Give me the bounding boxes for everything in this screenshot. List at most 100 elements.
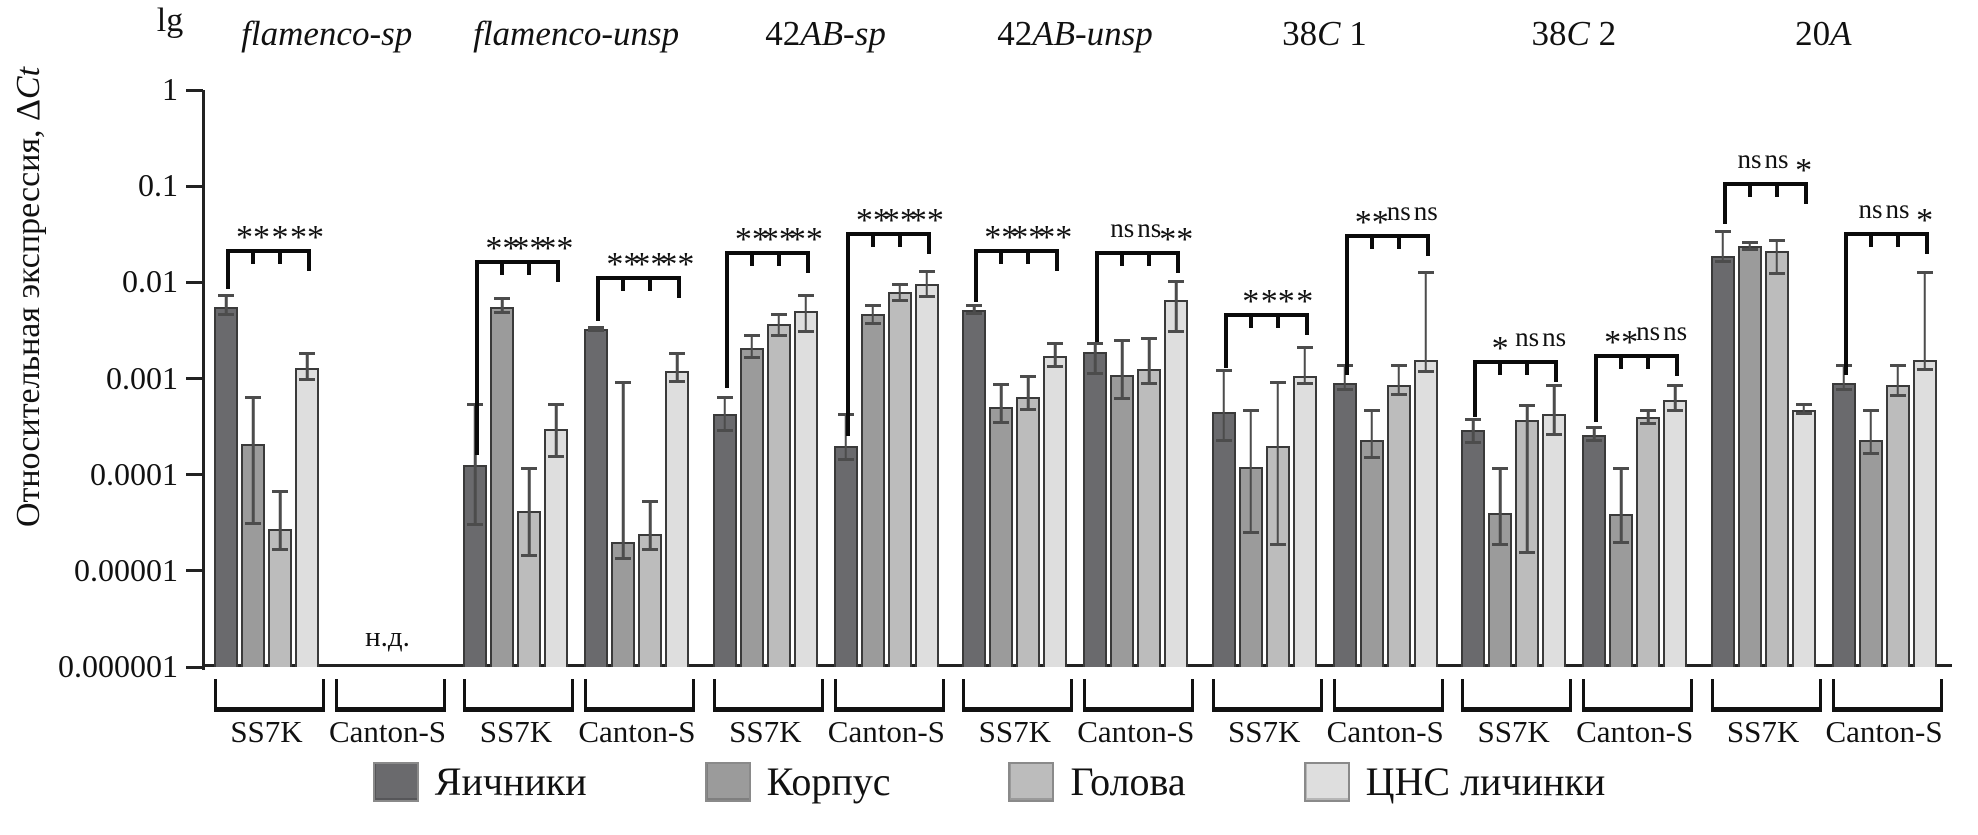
sig-label: ns (1764, 144, 1789, 175)
sig-label: ** (606, 246, 641, 284)
error-bar (1667, 383, 1684, 412)
bar-Яичники (833, 445, 858, 667)
error-bar (1242, 409, 1259, 535)
bar-Корпус (1359, 439, 1384, 667)
strain-bracket (214, 679, 325, 712)
y-tick-label: 0.00001 (74, 551, 178, 588)
sig-bracket-drop (1473, 360, 1478, 417)
gene-title: flamenco-unsp (451, 14, 700, 54)
bar-Яичники (1582, 434, 1607, 667)
gene-group: ns ns * ns ns * (1699, 90, 1948, 667)
sig-bracket-tick (1525, 360, 1530, 376)
sig-bracket-tick (621, 276, 626, 292)
y-tick-mark (186, 473, 203, 477)
error-bar-line (676, 354, 679, 380)
bar-Корпус (241, 443, 265, 667)
strain-bracket (962, 679, 1074, 712)
error-bar (716, 395, 733, 432)
sig-bracket-tick (677, 276, 682, 299)
error-bar-line (898, 285, 902, 299)
sig-bracket-tick (870, 232, 875, 248)
error-bar-line (871, 306, 875, 322)
strain-label: SS7K (978, 714, 1051, 749)
sig-label: ** (1354, 203, 1389, 241)
sig-bracket-drop (475, 260, 480, 456)
error-bar (918, 269, 935, 299)
bar-ЦНС личинки (1663, 399, 1688, 667)
sig-bracket-tick (1803, 182, 1808, 205)
sig-bracket-line (596, 276, 682, 281)
sig-bracket-line (845, 232, 931, 237)
error-bar (864, 303, 881, 325)
sig-bracket-tick (1895, 232, 1900, 248)
legend-item: Голова (1008, 758, 1186, 805)
y-tick-mark (186, 184, 203, 188)
sig-bracket-drop (1095, 251, 1100, 342)
strain-bracket (1831, 679, 1943, 712)
sig-label: ** (660, 246, 695, 284)
error-bar-line (1748, 243, 1751, 249)
error-bar-line (1552, 386, 1556, 434)
error-bar-line (973, 306, 976, 312)
error-bar-line (501, 300, 504, 311)
y-tick-mark (186, 280, 203, 284)
error-bar (1714, 230, 1731, 263)
error-bar (1390, 364, 1407, 396)
error-bar (1465, 417, 1482, 444)
error-bar-line (723, 398, 727, 429)
sig-label: ns (1636, 315, 1661, 346)
title-part: 1 (1340, 14, 1367, 53)
sig-bracket-line (724, 251, 810, 256)
sig-bracket-tick (1396, 233, 1401, 249)
sig-label: ns (1858, 194, 1883, 225)
sig-label: ** (633, 246, 668, 284)
legend-swatch-Голова (1008, 761, 1055, 802)
y-tick-label: 0.01 (122, 263, 178, 300)
gene-title: 38C 1 (1200, 14, 1449, 54)
error-bar (1215, 369, 1232, 442)
error-bar-line (1775, 242, 1778, 272)
bar-Корпус (1609, 514, 1634, 667)
bar-Голова (1386, 385, 1411, 667)
error-bar (669, 351, 686, 383)
sig-label: * (1296, 282, 1314, 320)
error-bar (1768, 239, 1785, 275)
title-part: A (1830, 14, 1852, 53)
error-bar-line (1896, 367, 1899, 395)
sig-bracket-line (1473, 360, 1559, 365)
y-tick-mark (186, 88, 203, 92)
error-bar (966, 303, 983, 315)
error-bar-line (649, 502, 652, 549)
sig-bracket-drop (724, 251, 729, 388)
title-part: 42 (997, 14, 1033, 53)
gene-group: ** * ** н.д. (202, 90, 451, 667)
bar-ЦНС личинки (1413, 360, 1438, 667)
error-bar (1916, 271, 1933, 371)
gene-title: flamenco-sp (202, 14, 451, 54)
error-bar (521, 467, 538, 557)
sig-bracket-drop (1344, 233, 1349, 375)
y-tick-label: 1 (162, 71, 178, 107)
sig-label: ** (236, 219, 270, 257)
sig-bracket-tick (1924, 232, 1929, 255)
error-bar (1114, 338, 1131, 400)
bar-ЦНС личинки (1043, 356, 1068, 667)
bar-Яичники (584, 328, 609, 667)
title-part: 38 (1531, 14, 1567, 53)
bar-Корпус (490, 307, 515, 667)
y-tick-mark (186, 569, 203, 573)
sig-bracket-tick (1868, 232, 1873, 248)
y-tick-label: 0.000001 (58, 648, 178, 684)
error-bar-line (1721, 233, 1724, 260)
bar-ЦНС личинки (1912, 360, 1937, 667)
error-bar-line (1054, 344, 1057, 365)
error-bar (1269, 380, 1286, 547)
sig-bracket-line (1843, 232, 1929, 237)
error-bar (1862, 409, 1879, 456)
error-bar-line (1592, 429, 1596, 439)
bar-Голова (1636, 416, 1661, 667)
gene-group: * ** * ** ns ns (1200, 90, 1449, 667)
sig-bracket-tick (278, 249, 282, 265)
gene-title: 20A (1699, 14, 1948, 54)
legend-swatch-ЦНС личинки (1303, 761, 1350, 802)
